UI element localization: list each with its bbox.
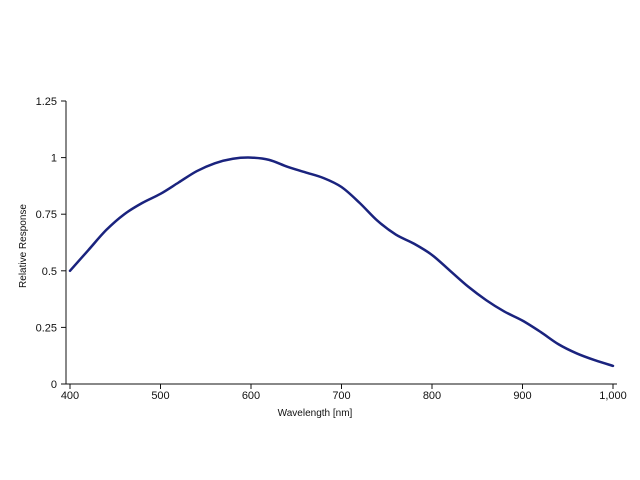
x-tick-label: 700: [332, 390, 350, 402]
y-tick-label: 0.25: [36, 322, 57, 334]
y-tick-label: 0: [51, 379, 57, 391]
series-line: [68, 156, 615, 368]
x-tick-label: 900: [513, 390, 531, 402]
y-axis-title: Relative Response: [18, 204, 29, 288]
y-tick-label: 0.5: [42, 266, 57, 278]
x-tick-label: 800: [423, 390, 441, 402]
x-tick-label: 400: [61, 390, 79, 402]
x-tick-label: 600: [242, 390, 260, 402]
y-tick-label: 1.25: [36, 96, 57, 108]
y-tick-label: 0.75: [36, 209, 57, 221]
x-tick-label: 1,000: [599, 390, 627, 402]
x-tick-label: 500: [151, 390, 169, 402]
x-axis-title: Wavelength [nm]: [278, 408, 353, 419]
y-tick-label: 1: [51, 153, 57, 165]
